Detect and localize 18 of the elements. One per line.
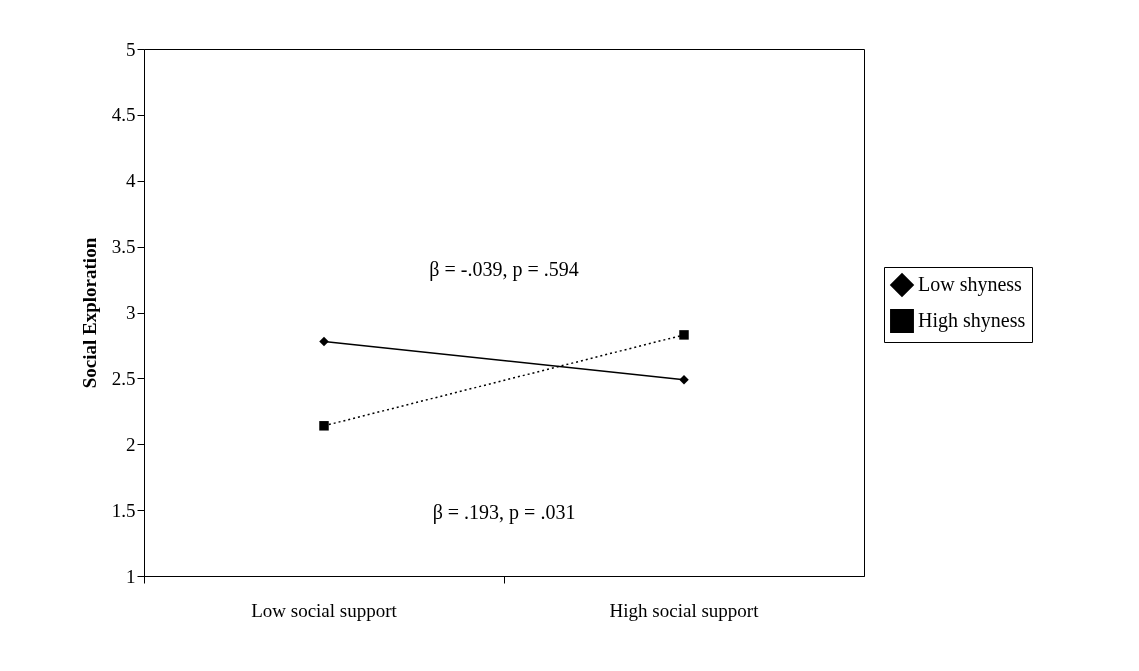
x-tick-label: Low social support: [251, 599, 398, 621]
point: [319, 421, 329, 431]
y-tick-label: 3.5: [111, 236, 136, 258]
point: [679, 330, 689, 340]
x-tick-label: High social support: [609, 599, 760, 621]
annotation: β = -.039, p = .594: [429, 258, 579, 282]
y-tick-label: 1.5: [111, 499, 136, 521]
y-tick-label: 1: [126, 565, 136, 587]
y-tick-label: 5: [126, 38, 136, 60]
y-tick-label: 3: [126, 302, 136, 323]
y-tick-label: 2.5: [111, 367, 136, 389]
y-tick-label: 4: [126, 170, 136, 192]
y-tick-label: 4.5: [111, 104, 136, 126]
legend-label: Low shyness: [918, 273, 1023, 296]
y-axis-title: Social Exploration: [78, 237, 100, 389]
y-tick-label: 2: [126, 433, 136, 455]
annotation: β = .193, p = .031: [432, 500, 576, 524]
legend-label: High shyness: [918, 309, 1026, 332]
